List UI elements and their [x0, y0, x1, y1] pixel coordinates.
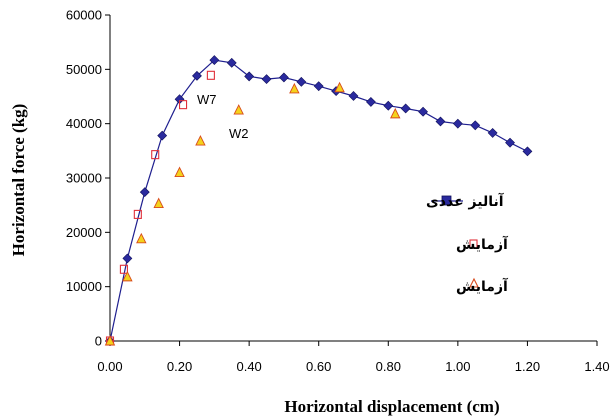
- analysis-point: [383, 100, 394, 111]
- x-tick-label: 0.40: [236, 359, 261, 374]
- y-tick-label: 20000: [66, 225, 102, 240]
- analysis-point: [400, 103, 411, 114]
- analysis-point: [452, 118, 463, 129]
- w7-label: W7: [197, 92, 217, 107]
- analysis-point: [279, 72, 289, 83]
- test-triangle-point: [104, 334, 116, 346]
- test-triangle-point: [136, 232, 147, 244]
- test-triangle-point: [122, 270, 133, 282]
- legend-label-analysis: آنالیز عددی: [426, 192, 505, 210]
- y-axis-title: Horizontal force (kg): [9, 104, 28, 257]
- analysis-point: [365, 97, 376, 107]
- x-tick-label: 1.20: [515, 359, 540, 374]
- x-tick-label: 0.60: [306, 359, 331, 374]
- axes: [109, 15, 597, 342]
- legend-label-test-square: آزمایش: [456, 235, 509, 253]
- x-tick-label: 1.40: [584, 359, 609, 374]
- series: [104, 55, 533, 346]
- x-ticks: 0.00 0.20 0.40 0.60 0.80 1.00 1.20 1.40: [97, 341, 610, 374]
- analysis-point: [122, 253, 133, 264]
- test-square-point: [133, 209, 142, 219]
- test-square-point: [151, 150, 160, 160]
- test-square-point: [179, 100, 188, 110]
- analysis-point: [435, 116, 446, 127]
- legend-marker-test-square: [469, 239, 478, 249]
- x-tick-label: 1.00: [445, 359, 470, 374]
- y-tick-label: 40000: [66, 116, 102, 131]
- legend-marker-analysis: [441, 195, 452, 206]
- analysis-point: [139, 187, 150, 198]
- legend-label-test-triangle: آزمایش: [456, 277, 509, 295]
- analysis-point: [244, 71, 255, 82]
- analysis-point: [418, 106, 428, 117]
- y-ticks: 0 10000 20000 30000 40000 50000 60000: [66, 8, 110, 349]
- test-triangle-point: [195, 135, 206, 146]
- test-square-point: [206, 70, 215, 80]
- analysis-point: [313, 81, 324, 92]
- y-tick-label: 50000: [66, 62, 102, 77]
- test-triangle-point: [334, 81, 345, 93]
- analysis-point: [192, 70, 202, 81]
- analysis-point: [261, 74, 272, 85]
- y-tick-label: 0: [95, 334, 102, 349]
- y-tick-label: 60000: [66, 8, 102, 23]
- test-triangle-point: [153, 197, 164, 208]
- test-triangle-point: [390, 107, 401, 119]
- test-triangle-point: [289, 82, 300, 94]
- y-tick-label: 10000: [66, 279, 102, 294]
- analysis-point: [522, 146, 533, 157]
- x-tick-label: 0.80: [376, 359, 401, 374]
- legend: آنالیز عددی آزمایش آزمایش: [426, 192, 509, 295]
- test-triangle-point: [174, 166, 185, 178]
- x-axis-title: Horizontal displacement (cm): [284, 397, 499, 416]
- y-tick-label: 30000: [66, 171, 102, 186]
- test-triangle-point: [233, 104, 244, 115]
- test-square-point: [119, 264, 128, 274]
- analysis-point: [470, 120, 481, 131]
- w2-label: W2: [229, 126, 249, 141]
- analysis-point: [487, 127, 498, 138]
- analysis-point: [505, 137, 515, 148]
- analysis-point: [296, 76, 307, 87]
- x-tick-label: 0.20: [167, 359, 192, 374]
- analysis-point: [209, 55, 220, 66]
- analysis-point: [157, 130, 168, 141]
- analysis-point: [226, 57, 237, 68]
- x-tick-label: 0.00: [97, 359, 122, 374]
- analysis-point: [348, 91, 359, 101]
- legend-marker-test-triangle: [469, 277, 479, 288]
